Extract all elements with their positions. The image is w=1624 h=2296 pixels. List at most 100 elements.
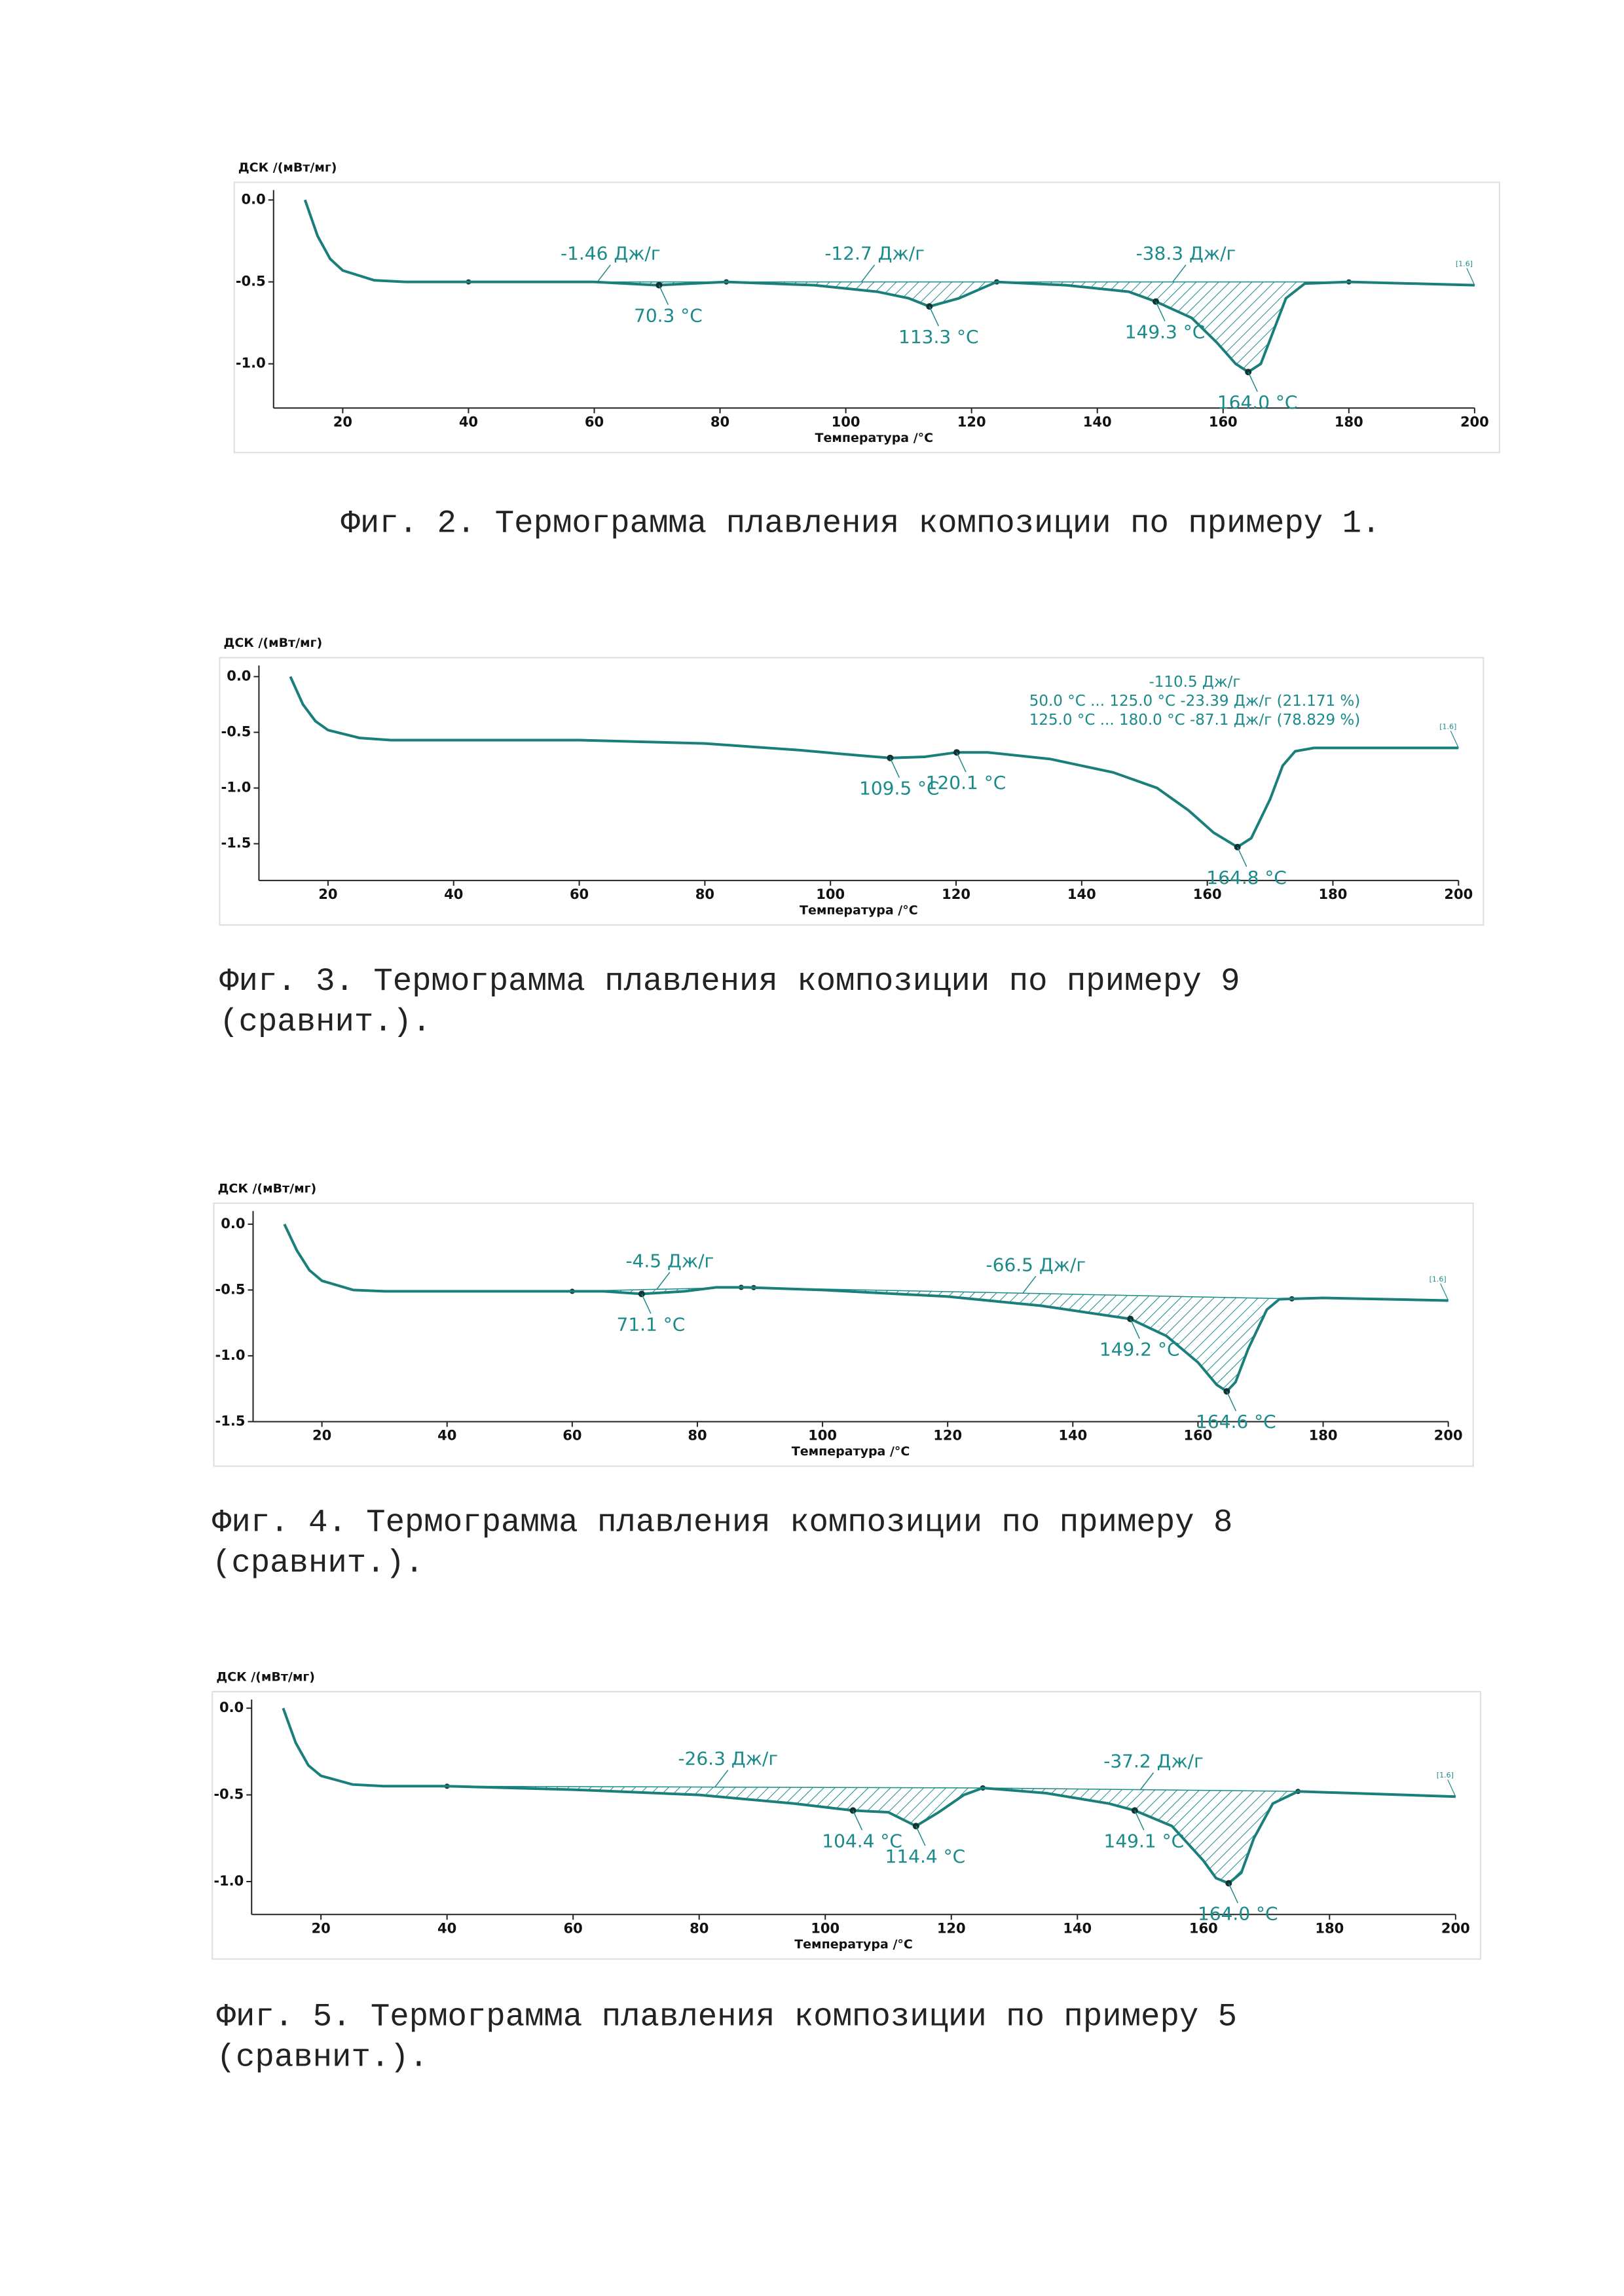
x-tick-label: 120 [937, 1920, 966, 1936]
caption: Фиг. 3. Термограмма плавления композиции… [219, 963, 1240, 1000]
y-tick-label: -1.0 [215, 1347, 246, 1363]
x-tick-label: 160 [1193, 886, 1222, 902]
leader [890, 758, 899, 778]
series-label: [1.6] [1437, 1771, 1454, 1779]
x-tick-label: 120 [933, 1427, 962, 1443]
x-tick-label: 60 [564, 1920, 583, 1936]
caption: Фиг. 4. Термограмма плавления композиции… [212, 1504, 1232, 1541]
x-tick-label: 20 [312, 1427, 331, 1443]
peak-label: 71.1 °C [617, 1313, 686, 1335]
peak-label: 164.8 °C [1206, 867, 1287, 888]
x-tick-label: 40 [437, 1920, 456, 1936]
x-tick-label: 200 [1441, 1920, 1470, 1936]
x-tick-label: 120 [957, 414, 986, 429]
x-tick-label: 200 [1434, 1427, 1463, 1443]
x-tick-label: 100 [816, 886, 845, 902]
area-label: -12.7 Дж/г [824, 243, 925, 264]
leader [853, 1810, 862, 1830]
note: -110.5 Дж/г [1149, 674, 1240, 691]
y-tick-label: 0.0 [219, 1700, 244, 1715]
leader [1448, 1779, 1456, 1796]
y-axis-label: ДСК /(мВт/мг) [216, 1669, 315, 1684]
y-axis-label: ДСК /(мВт/мг) [238, 160, 337, 175]
y-axis-label: ДСК /(мВт/мг) [223, 636, 322, 650]
leader [1173, 265, 1186, 282]
x-tick-label: 80 [690, 1920, 709, 1936]
y-tick-label: -0.5 [221, 724, 251, 740]
peak-label: 149.3 °C [1125, 321, 1206, 343]
leader [657, 1272, 670, 1289]
series-label: [1.6] [1456, 260, 1473, 268]
x-tick-label: 40 [459, 414, 478, 429]
x-tick-label: 80 [688, 1427, 707, 1443]
x-tick-label: 200 [1444, 886, 1473, 902]
note: 125.0 °C ... 180.0 °C -87.1 Дж/г (78.829… [1029, 712, 1361, 729]
peak-label: 120.1 °C [926, 772, 1006, 793]
leader [1467, 268, 1475, 285]
x-tick-label: 60 [585, 414, 604, 429]
dsc-curve [284, 1224, 1448, 1391]
y-tick-label: -1.0 [236, 355, 266, 371]
leader [862, 265, 875, 282]
x-tick-label: 180 [1309, 1427, 1338, 1443]
caption: Фиг. 5. Термограмма плавления композиции… [217, 1999, 1237, 2035]
x-tick-label: 140 [1058, 1427, 1087, 1443]
y-tick-label: -1.0 [213, 1873, 244, 1889]
area-label: -37.2 Дж/г [1103, 1751, 1204, 1772]
caption: (сравнит.). [212, 1545, 424, 1582]
area-label: -26.3 Дж/г [678, 1748, 778, 1770]
y-tick-label: -1.5 [221, 835, 251, 851]
x-tick-label: 140 [1083, 414, 1112, 429]
caption: (сравнит.). [217, 2039, 428, 2076]
x-tick-label: 140 [1063, 1920, 1092, 1936]
peak-label: 149.2 °C [1099, 1339, 1180, 1360]
area-label: -4.5 Дж/г [625, 1250, 714, 1271]
y-tick-label: -0.5 [236, 274, 266, 289]
series-label: [1.6] [1439, 722, 1456, 731]
x-tick-label: 100 [811, 1920, 840, 1936]
x-tick-label: 100 [832, 414, 860, 429]
peak-label: 113.3 °C [898, 326, 979, 348]
peak-label: 164.0 °C [1198, 1903, 1278, 1925]
x-tick-label: 80 [710, 414, 729, 429]
chart-frame [213, 1203, 1473, 1467]
note: 50.0 °C ... 125.0 °C -23.39 Дж/г (21.171… [1029, 693, 1361, 710]
x-tick-label: 180 [1315, 1920, 1344, 1936]
leader [597, 265, 610, 282]
x-tick-label: 180 [1319, 886, 1348, 902]
x-axis-label: Температура /°C [815, 431, 933, 445]
caption: Фиг. 2. Термограмма плавления композиции… [341, 505, 1381, 542]
chart-frame [234, 182, 1500, 452]
x-tick-label: 200 [1460, 414, 1489, 429]
leader [1450, 731, 1458, 748]
peak-label: 70.3 °C [634, 305, 703, 327]
leader [1228, 1884, 1238, 1903]
y-tick-label: -1.5 [215, 1413, 246, 1429]
x-tick-label: 140 [1067, 886, 1096, 902]
x-tick-label: 160 [1209, 414, 1238, 429]
x-axis-label: Температура /°C [794, 1937, 913, 1952]
x-axis-label: Температура /°C [792, 1444, 910, 1459]
peak-label: 164.6 °C [1196, 1411, 1276, 1432]
peak-label: 164.0 °C [1217, 392, 1298, 413]
leader [642, 1294, 651, 1313]
leader [1441, 1283, 1449, 1300]
series-label: [1.6] [1430, 1275, 1447, 1283]
x-tick-label: 40 [444, 886, 463, 902]
leader [916, 1826, 925, 1846]
leader [1248, 372, 1257, 392]
leader [1141, 1773, 1154, 1790]
leader [957, 752, 966, 772]
area-label: -38.3 Дж/г [1136, 243, 1236, 264]
leader [1023, 1276, 1036, 1293]
x-tick-label: 60 [563, 1427, 581, 1443]
y-axis-label: ДСК /(мВт/мг) [217, 1181, 316, 1195]
y-tick-label: 0.0 [242, 191, 266, 207]
x-axis-label: Температура /°C [800, 903, 918, 917]
y-tick-label: -0.5 [215, 1281, 246, 1297]
y-tick-label: 0.0 [221, 1216, 245, 1231]
x-tick-label: 80 [695, 886, 714, 902]
area-label: -66.5 Дж/г [986, 1254, 1086, 1275]
